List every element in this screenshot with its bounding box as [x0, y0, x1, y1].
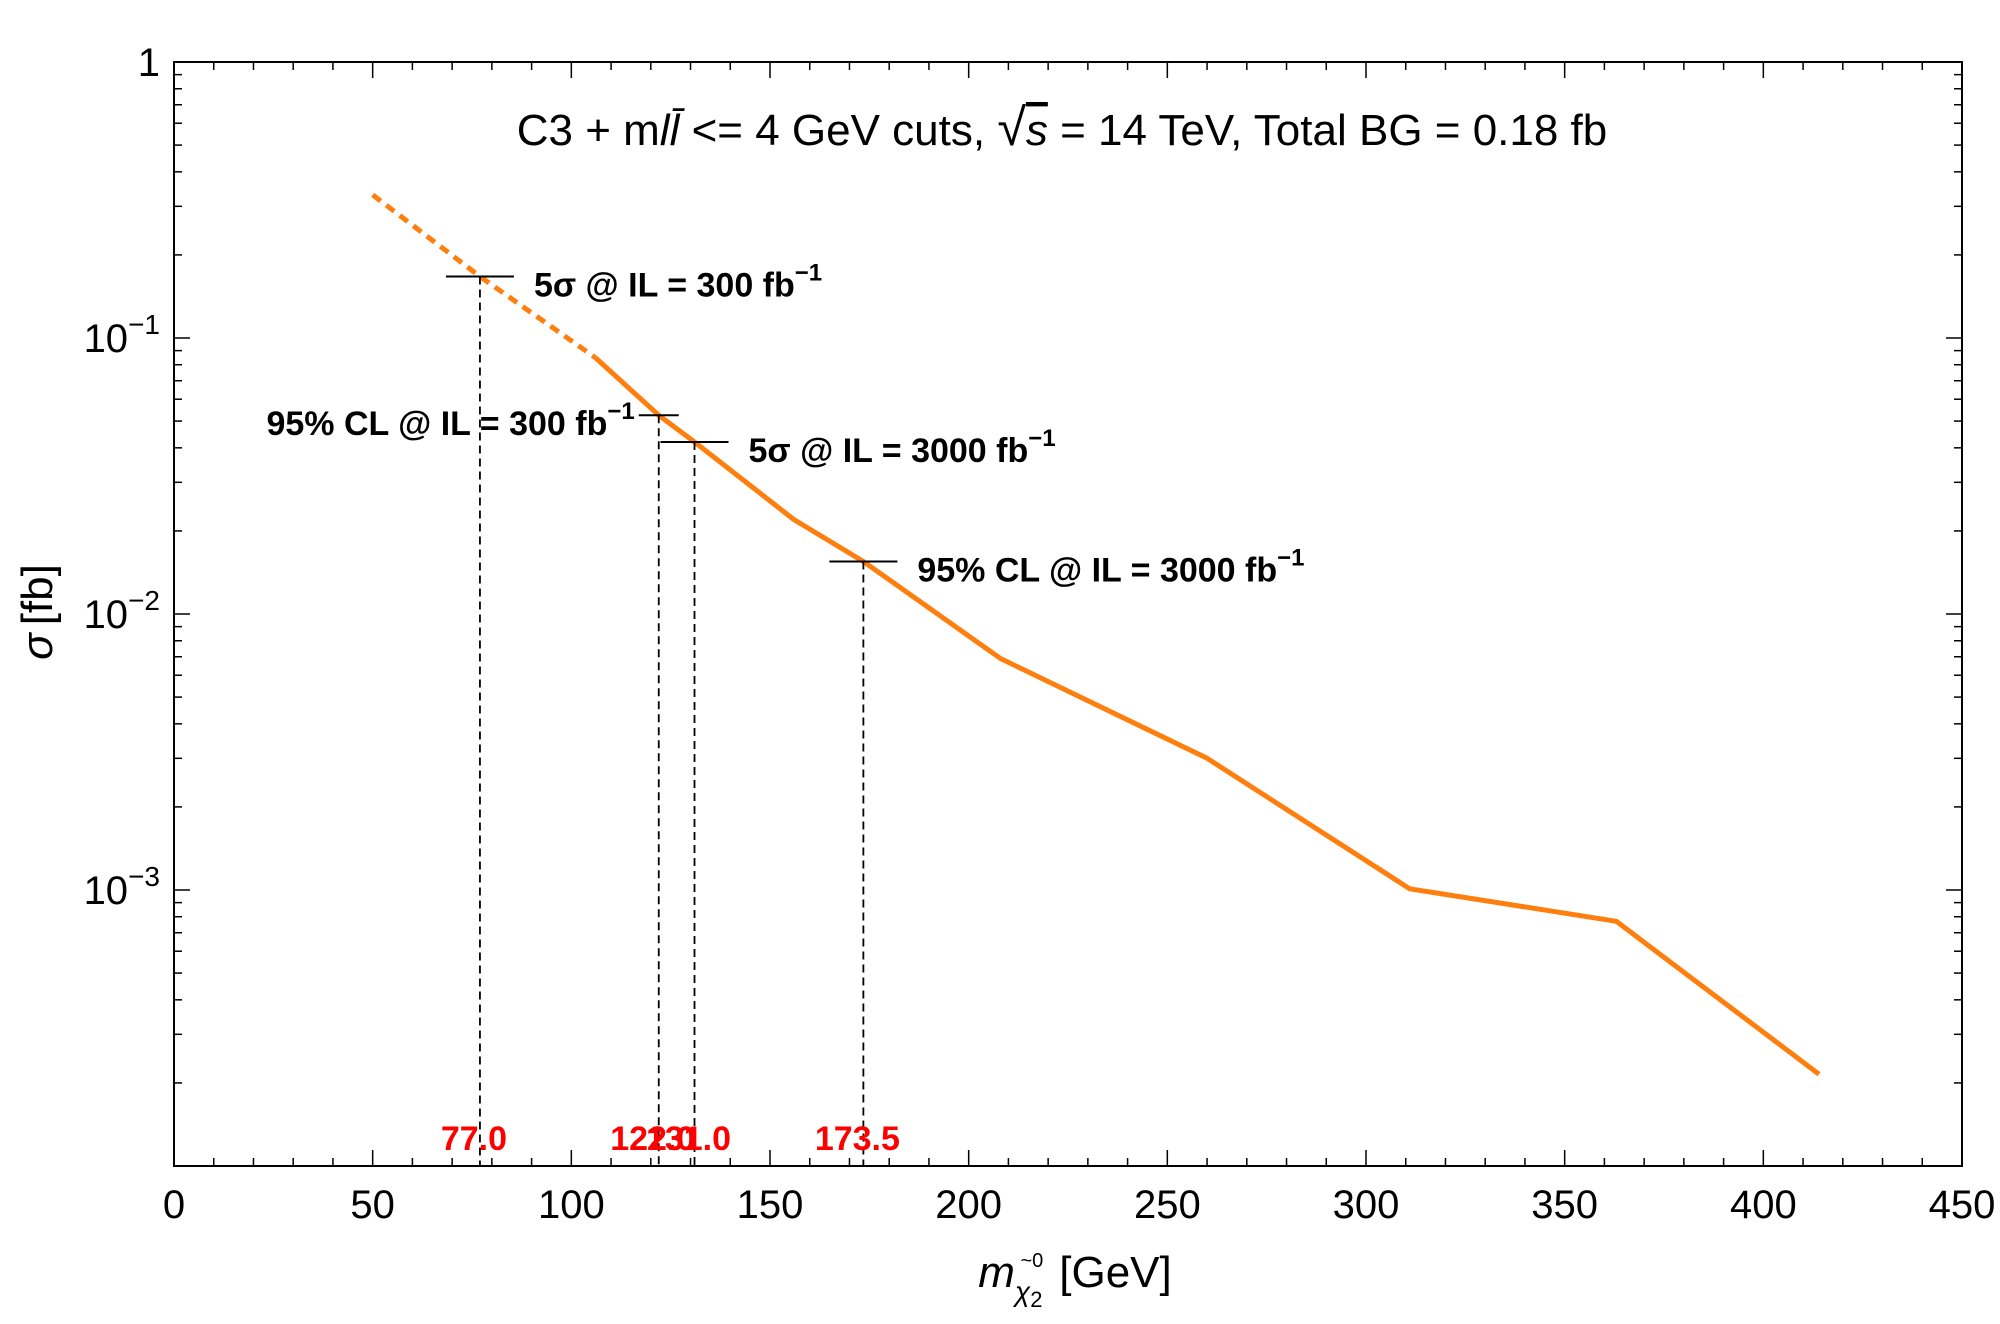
x-axis-unit: [GeV] [1059, 1248, 1172, 1297]
marker-annotation: 95% CL @ IL = 300 fb−1 [266, 398, 634, 443]
marker-x-value: 131.0 [646, 1120, 731, 1158]
title-s: s [1026, 106, 1048, 155]
annotation-text: 5σ @ IL = 300 fb [534, 267, 795, 305]
y-tick-label: 10−1 [84, 309, 160, 361]
y-tick-exponent: −2 [128, 585, 160, 616]
series-layer [371, 192, 1821, 1077]
x-axis-title: mχ2 ~0 [GeV] [978, 1248, 1172, 1312]
plot-frame [173, 61, 1963, 1167]
y-axis-title: σ [fb] [13, 564, 62, 660]
marker-x-value: 122.0 [610, 1120, 695, 1158]
y-axis-sigma: σ [13, 632, 62, 660]
x-tick-label: 150 [737, 1183, 804, 1227]
annotation-exponent: −1 [1277, 544, 1304, 571]
x-tick-label: 450 [1929, 1183, 1996, 1227]
y-tick-base: 10 [84, 869, 129, 913]
title-suffix: = 14 TeV, Total BG = 0.18 fb [1048, 106, 1607, 155]
x-tick-label: 250 [1134, 1183, 1201, 1227]
title-sqrt: √ [997, 99, 1026, 157]
chart-title: C3 + mll̄ <= 4 GeV cuts, √s = 14 TeV, To… [517, 99, 1608, 157]
title-mid: <= 4 GeV cuts, [679, 106, 997, 155]
x-axis-sub2: 2 [1030, 1287, 1042, 1312]
annotation-text: 5σ @ IL = 3000 fb [749, 432, 1029, 470]
x-tick-label: 50 [350, 1183, 395, 1227]
y-tick-base: 1 [138, 41, 160, 85]
y-tick-label: 10−2 [84, 585, 160, 637]
x-axis-sub: χ [1012, 1276, 1031, 1307]
x-tick-label: 0 [163, 1183, 185, 1227]
annotation-exponent: −1 [1028, 425, 1055, 452]
y-tick-label: 1 [138, 41, 160, 85]
annotation-exponent: −1 [795, 260, 822, 287]
y-tick-exponent: −1 [128, 309, 160, 340]
y-axis-unit: [fb] [13, 564, 62, 625]
y-tick-base: 10 [84, 317, 129, 361]
y-tick-base: 10 [84, 593, 129, 637]
marker-annotation: 5σ @ IL = 3000 fb−1 [749, 425, 1056, 470]
x-tick-label: 350 [1531, 1183, 1598, 1227]
marker-x-value: 173.5 [815, 1120, 900, 1158]
x-tick-label: 100 [538, 1183, 605, 1227]
y-tick-exponent: −3 [128, 861, 160, 892]
marker-layer: 5σ @ IL = 300 fb−177.095% CL @ IL = 300 … [266, 260, 1305, 1166]
marker-annotation: 95% CL @ IL = 3000 fb−1 [917, 544, 1304, 589]
x-tick-label: 300 [1333, 1183, 1400, 1227]
annotation-exponent: −1 [607, 398, 634, 425]
title-prefix: C3 + m [517, 106, 660, 155]
series-line [593, 355, 1821, 1077]
marker-x-value: 77.0 [441, 1120, 507, 1158]
annotation-text: 95% CL @ IL = 3000 fb [917, 551, 1277, 589]
y-tick-label: 10−3 [84, 861, 160, 913]
x-tick-label: 200 [935, 1183, 1002, 1227]
x-axis-sup: ~0 [1020, 1250, 1043, 1272]
marker-annotation: 5σ @ IL = 300 fb−1 [534, 260, 822, 305]
x-tick-label: 400 [1730, 1183, 1797, 1227]
x-axis-m: m [978, 1248, 1015, 1297]
annotation-text: 95% CL @ IL = 300 fb [266, 405, 607, 443]
minor-ticks [174, 62, 1962, 1166]
series-line-dashed [371, 192, 597, 360]
